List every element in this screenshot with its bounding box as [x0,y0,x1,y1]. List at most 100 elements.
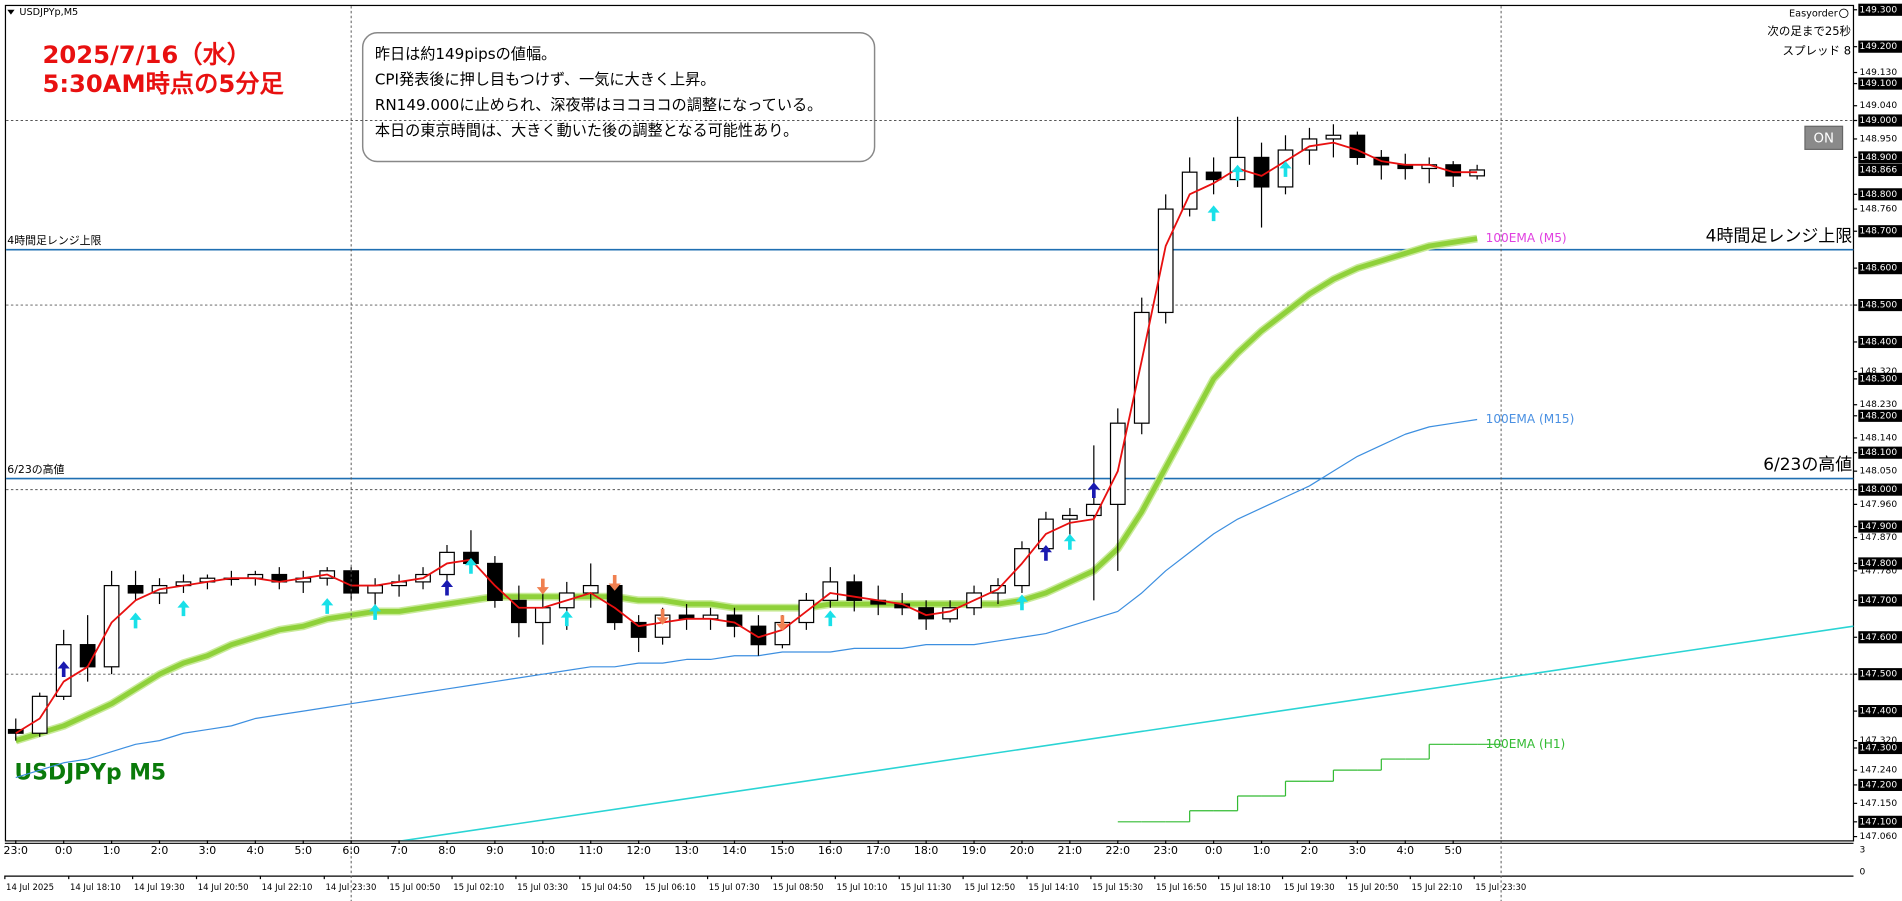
signal-arrow [129,612,142,629]
y-tick-label: 147.800 [1860,559,1898,569]
y-tick-box [1858,446,1902,459]
current-price-box [1858,163,1902,177]
note-line: RN149.000に止められ、深夜帯はヨコヨコの調整になっている。 [375,96,822,114]
series-label: 100EMA (M5) [1486,231,1567,245]
signal-arrow [776,615,789,631]
trendline [400,625,1854,841]
y-tick-label: 148.230 [1860,400,1898,410]
level-label-left: 6/23の高値 [7,462,64,476]
signal-arrow [824,610,837,627]
signal-arrow [608,574,621,591]
y-tick-box [1858,483,1902,496]
y-tick-label: 148.760 [1860,205,1898,215]
signal-arrow [369,604,382,620]
signal-arrow [177,600,190,617]
series-label: 100EMA (H1) [1486,737,1566,751]
candle-body [1157,208,1174,314]
y-tick-box [1858,815,1902,828]
x-tick-label: 3:0 [199,844,217,857]
y-tick-label: 147.200 [1860,780,1898,790]
signal-arrow [1039,544,1052,561]
y-tick-box [1858,668,1902,681]
y-tick-box [1858,151,1902,164]
date-label: 15 Jul 19:30 [1284,883,1335,893]
date-label: 15 Jul 07:30 [709,883,760,893]
date-label: 15 Jul 18:10 [1220,883,1271,893]
y-tick-label: 147.400 [1860,707,1898,717]
x-tick-label: 15:0 [770,844,795,857]
y-tick-box [1858,225,1902,238]
date-label: 14 Jul 23:30 [325,883,376,893]
y-tick-label: 149.300 [1860,5,1898,15]
on-button[interactable] [1804,125,1844,150]
x-tick-label: 17:0 [866,844,891,857]
y-tick-box [1858,114,1902,127]
candle-body [487,562,503,601]
y-tick-label: 148.300 [1860,374,1898,384]
signal-arrow [321,598,334,614]
date-label: 14 Jul 18:10 [70,883,121,893]
note-box [361,32,876,163]
y-tick-box [1858,778,1902,791]
plot-frame [4,4,1855,842]
signal-arrow [560,610,573,627]
date-label: 15 Jul 16:50 [1156,883,1207,893]
x-tick-label: 23:0 [4,844,29,857]
signal-arrow [1087,482,1100,499]
candle-body [1085,503,1102,517]
date-label: 15 Jul 06:10 [645,883,696,893]
y-tick-box [1858,594,1902,607]
x-tick-label: 5:0 [1444,844,1462,857]
x-tick-label: 23:0 [1153,844,1178,857]
y-tick-label: 147.060 [1860,832,1898,842]
plot-area [6,116,1854,841]
date-label: 15 Jul 11:30 [900,883,951,893]
note-line: CPI発表後に押し目もつけず、一気に大きく上昇。 [375,71,716,89]
candle-body [1061,514,1078,520]
on-button-label[interactable]: ON [1814,131,1834,146]
x-tick-label: 2:0 [151,844,169,857]
y-tick-label: 148.800 [1860,190,1898,200]
x-tick-label: 6:0 [342,844,360,857]
y-tick-box [1858,557,1902,570]
y-tick-label: 147.240 [1860,766,1898,776]
y-tick-box [1858,262,1902,275]
signal-arrow [536,578,549,595]
x-tick-label: 14:0 [722,844,747,857]
y-tick-label: 148.320 [1860,367,1898,377]
y-tick-box [1858,705,1902,718]
date-label: 15 Jul 10:10 [837,883,888,893]
signal-arrow [1015,594,1029,611]
y-tick-label: 147.870 [1860,533,1898,543]
y-tick-label: 149.000 [1860,116,1898,126]
y-tick-label: 148.500 [1860,301,1898,311]
candle-body [1014,548,1030,587]
y-tick-box [1858,40,1902,53]
date-label: 15 Jul 02:10 [453,883,504,893]
x-tick-label: 1:0 [1253,844,1271,857]
panel-line: 次の足まで25秒 [1767,24,1851,38]
series-label: 100EMA (M15) [1486,412,1575,426]
candle-body [510,599,527,624]
y-tick-label: 147.300 [1860,744,1898,754]
x-tick-label: 21:0 [1058,844,1083,857]
candle-body [1349,134,1366,159]
title-line: 2025/7/16（水） [42,40,251,69]
menu-triangle[interactable] [7,9,15,15]
panel-line: スプレッド 8 [1783,43,1852,57]
signal-arrow [57,661,70,678]
date-label: 15 Jul 03:30 [517,883,568,893]
y-tick-box [1858,188,1902,201]
y-tick-label: 149.200 [1860,42,1898,52]
note-line: 本日の東京時間は、大きく動いた後の調整となる可能性あり。 [375,122,798,140]
y-tick-label: 149.130 [1860,68,1898,78]
x-tick-label: 5:0 [294,844,312,857]
y-tick-label: 147.900 [1860,522,1898,532]
x-tick-label: 10:0 [531,844,556,857]
date-label: 14 Jul 19:30 [134,883,185,893]
signal-arrow [1207,205,1220,222]
x-tick-label: 20:0 [1010,844,1035,857]
y-tick-box [1858,3,1902,16]
panel-icon[interactable] [1839,8,1849,19]
